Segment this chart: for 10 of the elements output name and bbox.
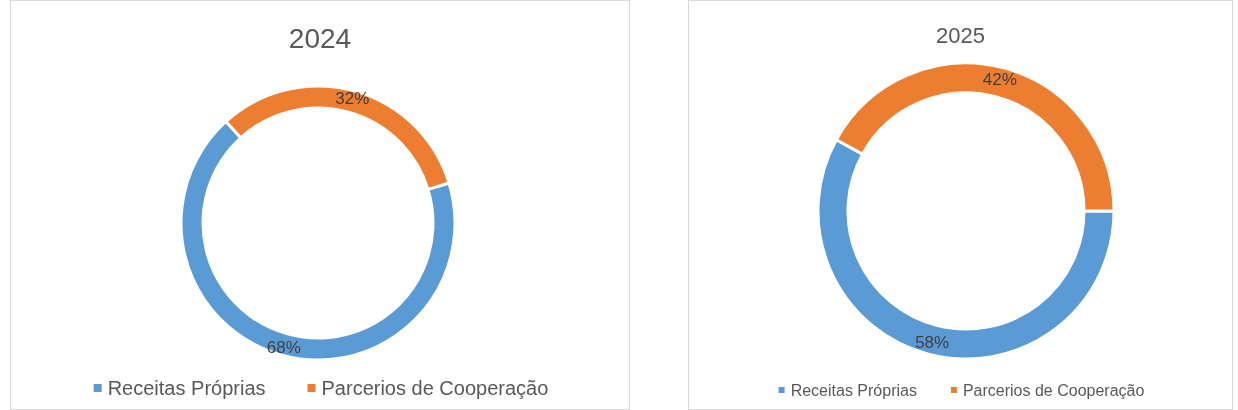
- chart-title: 2025: [936, 22, 985, 48]
- legend-label: Receitas Próprias: [107, 377, 266, 399]
- data-label: 42%: [982, 69, 1017, 89]
- legend-label: Receitas Próprias: [790, 381, 917, 399]
- chart-title: 2024: [288, 22, 352, 54]
- legend-label: Parcerios de Cooperação: [321, 377, 549, 399]
- legend-label: Parcerios de Cooperação: [962, 381, 1145, 399]
- data-label: 58%: [915, 333, 950, 353]
- data-label: 68%: [266, 337, 301, 357]
- data-label: 32%: [335, 89, 370, 109]
